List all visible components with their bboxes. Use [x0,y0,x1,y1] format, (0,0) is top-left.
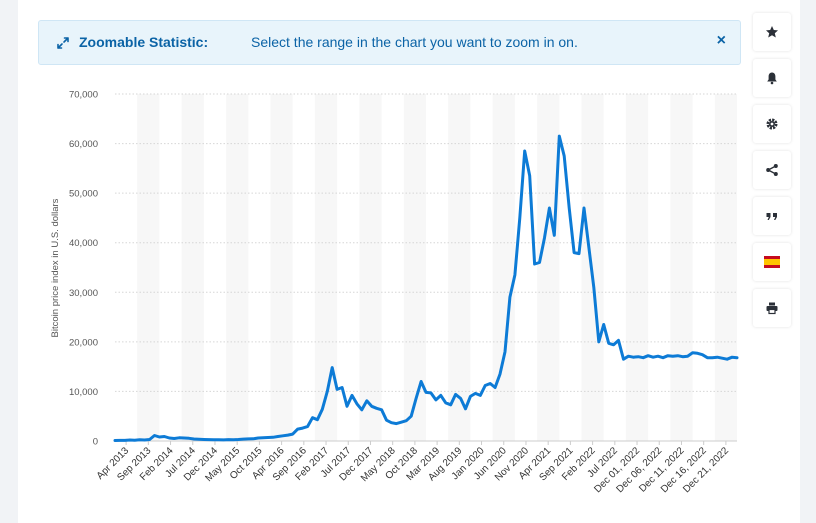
background-band [670,94,693,441]
background-band [448,94,471,441]
zoom-info-banner: Zoomable Statistic: Select the range in … [38,20,741,65]
y-tick-label: 0 [93,437,98,448]
star-icon [766,26,778,38]
spain-flag-icon [764,256,780,268]
background-band [181,94,204,441]
notification-button[interactable] [753,59,791,97]
y-tick-label: 10,000 [69,387,98,398]
background-band [137,94,160,441]
series-line[interactable] [113,134,739,442]
bell-icon [767,72,777,85]
y-tick-label: 70,000 [69,90,98,101]
favorite-button[interactable] [753,13,791,51]
background-band [314,94,338,441]
background-band [270,94,293,441]
y-tick-label: 20,000 [69,337,98,348]
background-band [714,94,737,441]
y-axis-title: Bitcoin price index in U.S. dollars [50,198,61,337]
chart-background-bands [137,94,737,441]
banner-title: Zoomable Statistic: [79,34,209,50]
quote-icon [766,213,777,220]
series-layer [113,134,739,442]
background-band [226,94,249,441]
share-button[interactable] [753,151,791,189]
share-icon [766,164,778,176]
print-button[interactable] [753,289,791,327]
language-button[interactable] [753,243,791,281]
y-tick-label: 60,000 [69,139,98,150]
print-icon [766,302,778,315]
y-tick-label: 50,000 [69,189,98,200]
y-tick-label: 30,000 [69,288,98,299]
background-band [359,94,382,441]
background-band [403,94,426,441]
gear-icon [766,118,778,130]
background-band [492,94,515,441]
y-tick-label: 40,000 [69,238,98,249]
banner-message: Select the range in the chart you want t… [251,34,578,50]
background-band [625,94,649,441]
expand-icon [57,37,69,49]
close-icon[interactable]: × [716,32,726,49]
y-axis: 0 10,000 20,000 30,000 40,000 50,000 60,000 70,… [69,90,98,448]
cite-button[interactable] [753,197,791,235]
settings-button[interactable] [753,105,791,143]
background-band [537,94,560,441]
